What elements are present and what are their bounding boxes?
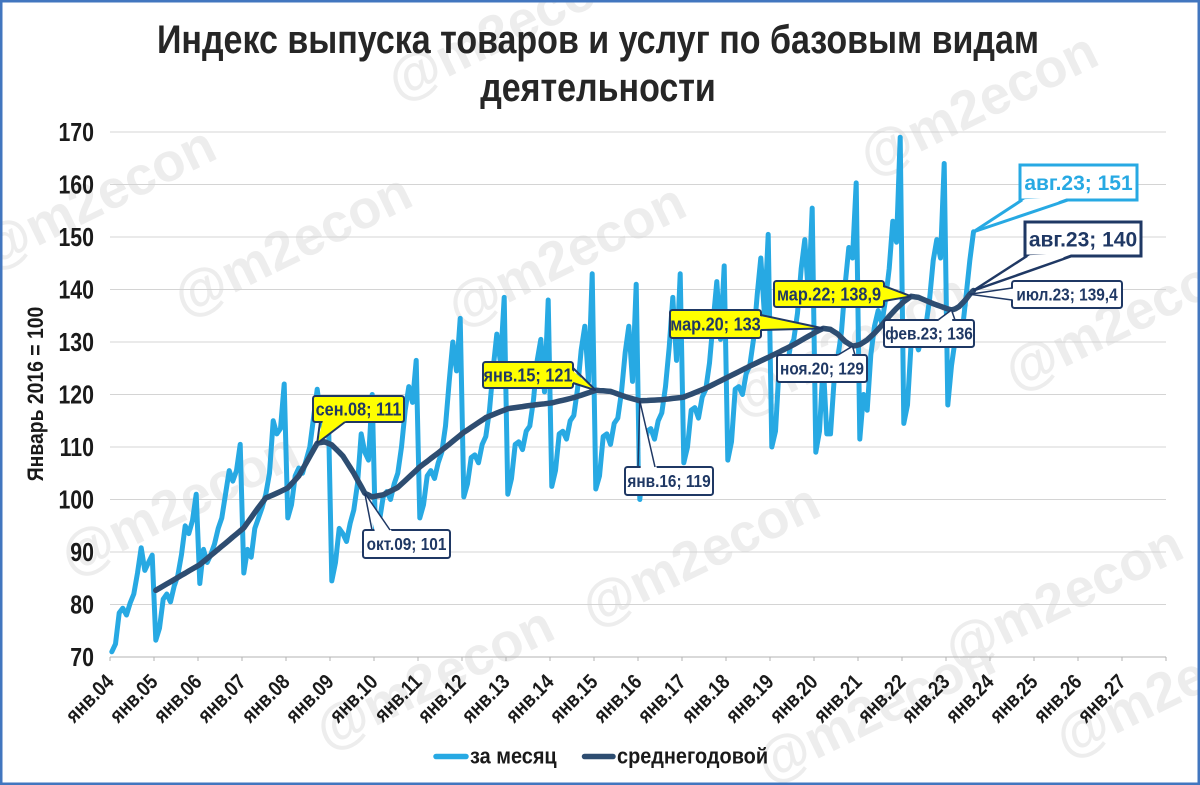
- svg-text:фев.23; 136: фев.23; 136: [885, 325, 973, 344]
- svg-text:за месяц: за месяц: [470, 745, 557, 769]
- svg-text:90: 90: [70, 538, 94, 568]
- svg-text:Индекс выпуска товаров и услуг: Индекс выпуска товаров и услуг по базовы…: [157, 16, 1039, 61]
- svg-text:мар.20; 133: мар.20; 133: [670, 314, 761, 335]
- svg-text:окт.09; 101: окт.09; 101: [367, 535, 447, 554]
- svg-text:янв.16; 119: янв.16; 119: [626, 472, 710, 491]
- svg-text:110: 110: [60, 433, 94, 463]
- svg-text:июл.23; 139,4: июл.23; 139,4: [1016, 286, 1118, 305]
- svg-text:авг.23; 140: авг.23; 140: [1029, 229, 1137, 252]
- svg-text:70: 70: [70, 643, 94, 673]
- svg-text:авг.23; 151: авг.23; 151: [1024, 172, 1133, 195]
- svg-text:среднегодовой: среднегодовой: [617, 745, 768, 769]
- svg-text:140: 140: [58, 276, 94, 306]
- svg-text:150: 150: [58, 223, 94, 253]
- svg-text:деятельности: деятельности: [480, 64, 716, 109]
- svg-text:130: 130: [58, 328, 94, 358]
- svg-text:100: 100: [58, 486, 94, 516]
- svg-text:Январь 2016 = 100: Январь 2016 = 100: [24, 307, 48, 482]
- svg-text:160: 160: [58, 171, 94, 201]
- svg-text:сен.08; 111: сен.08; 111: [316, 399, 402, 420]
- svg-text:80: 80: [70, 591, 94, 621]
- svg-text:120: 120: [58, 381, 94, 411]
- svg-text:янв.15; 121: янв.15; 121: [483, 365, 573, 386]
- svg-text:170: 170: [58, 118, 94, 148]
- svg-text:мар.22; 138,9: мар.22; 138,9: [777, 284, 881, 305]
- svg-text:ноя.20; 129: ноя.20; 129: [780, 360, 864, 379]
